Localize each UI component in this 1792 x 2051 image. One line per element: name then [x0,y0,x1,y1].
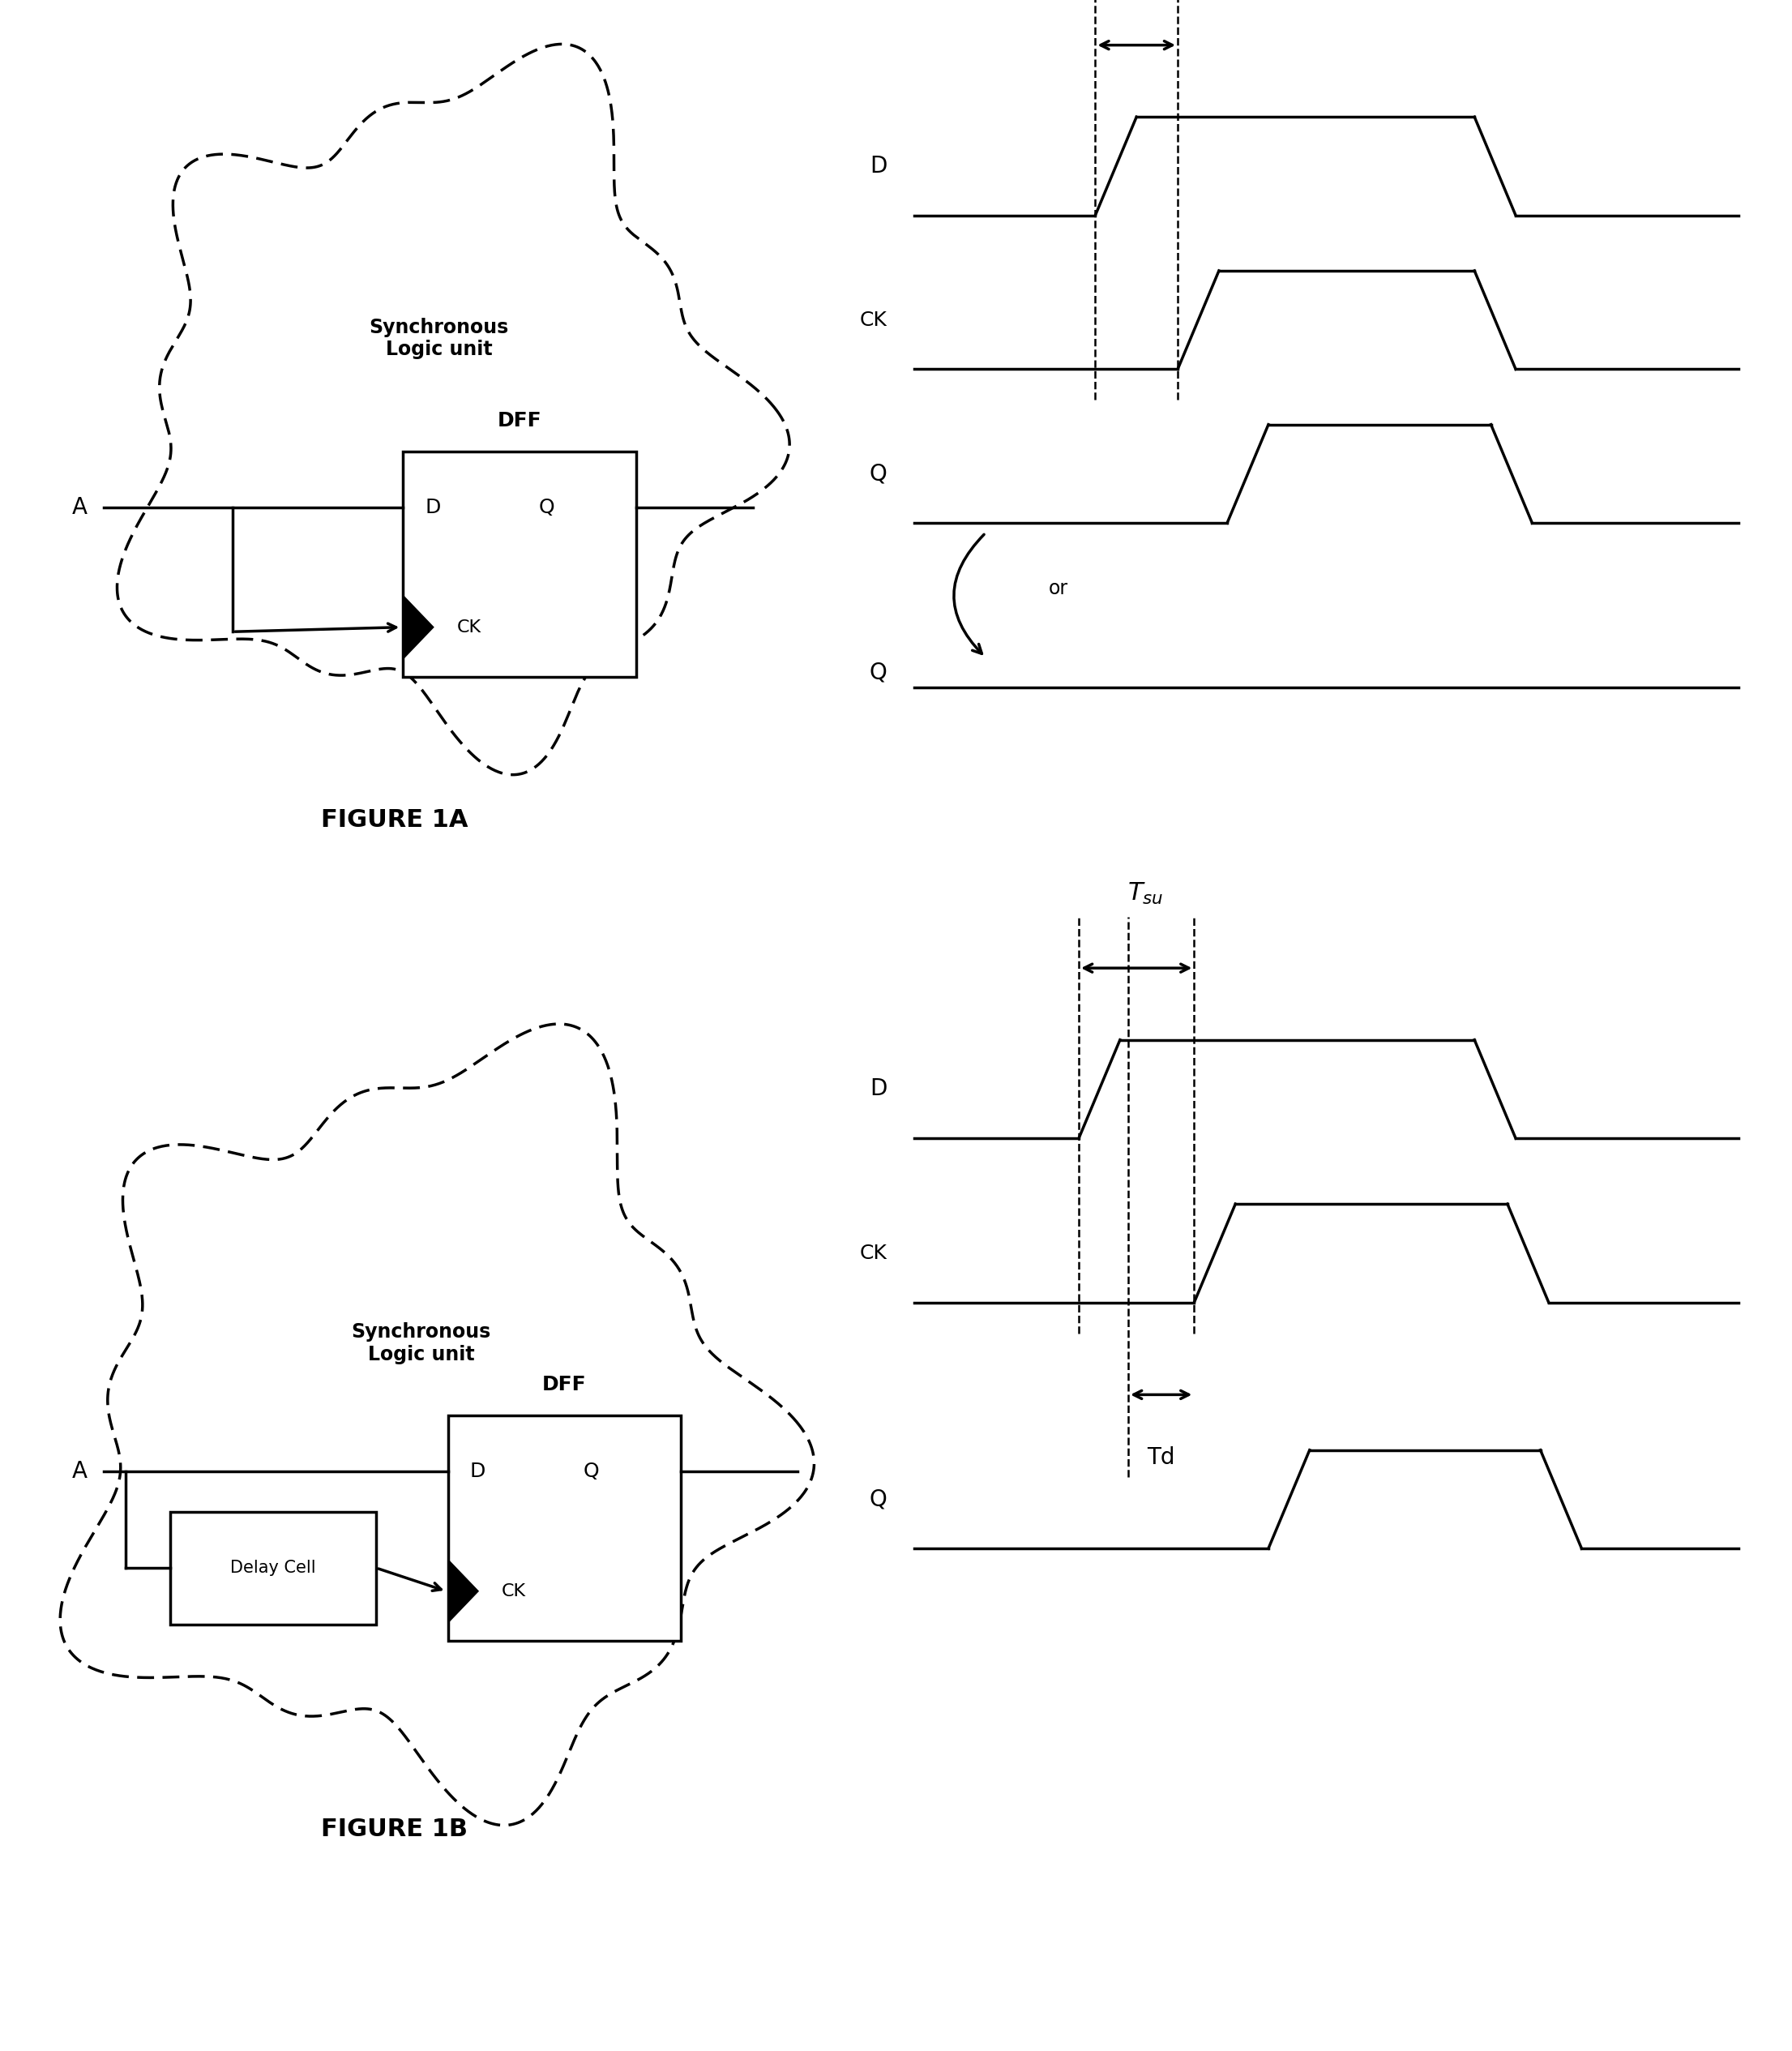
Polygon shape [448,1559,478,1622]
Text: Delay Cell: Delay Cell [231,1561,315,1575]
Text: D: D [425,498,441,517]
Text: Q: Q [869,1487,887,1512]
Text: Td: Td [1147,1446,1176,1469]
Text: A: A [72,496,88,519]
Text: D: D [869,154,887,178]
Text: or: or [1048,578,1068,599]
Text: D: D [470,1462,486,1481]
Text: CK: CK [860,310,887,330]
Text: Q: Q [538,498,554,517]
Text: CK: CK [457,619,482,636]
Text: D: D [869,1077,887,1101]
Text: CK: CK [502,1583,527,1600]
Text: Q: Q [869,660,887,683]
Polygon shape [403,595,434,658]
Text: Synchronous
Logic unit: Synchronous Logic unit [351,1323,491,1364]
Text: Synchronous
Logic unit: Synchronous Logic unit [369,318,509,359]
Text: DFF: DFF [498,412,541,431]
Text: FIGURE 1B: FIGURE 1B [321,1817,468,1842]
Text: Q: Q [582,1462,599,1481]
Text: $T_{su}$: $T_{su}$ [1127,882,1163,907]
Text: Q: Q [869,461,887,486]
Text: A: A [72,1460,88,1483]
Text: CK: CK [860,1243,887,1263]
Bar [170,1512,376,1624]
Text: DFF: DFF [543,1376,586,1395]
Text: FIGURE 1A: FIGURE 1A [321,808,468,833]
Bar [448,1415,681,1641]
Bar [403,451,636,677]
